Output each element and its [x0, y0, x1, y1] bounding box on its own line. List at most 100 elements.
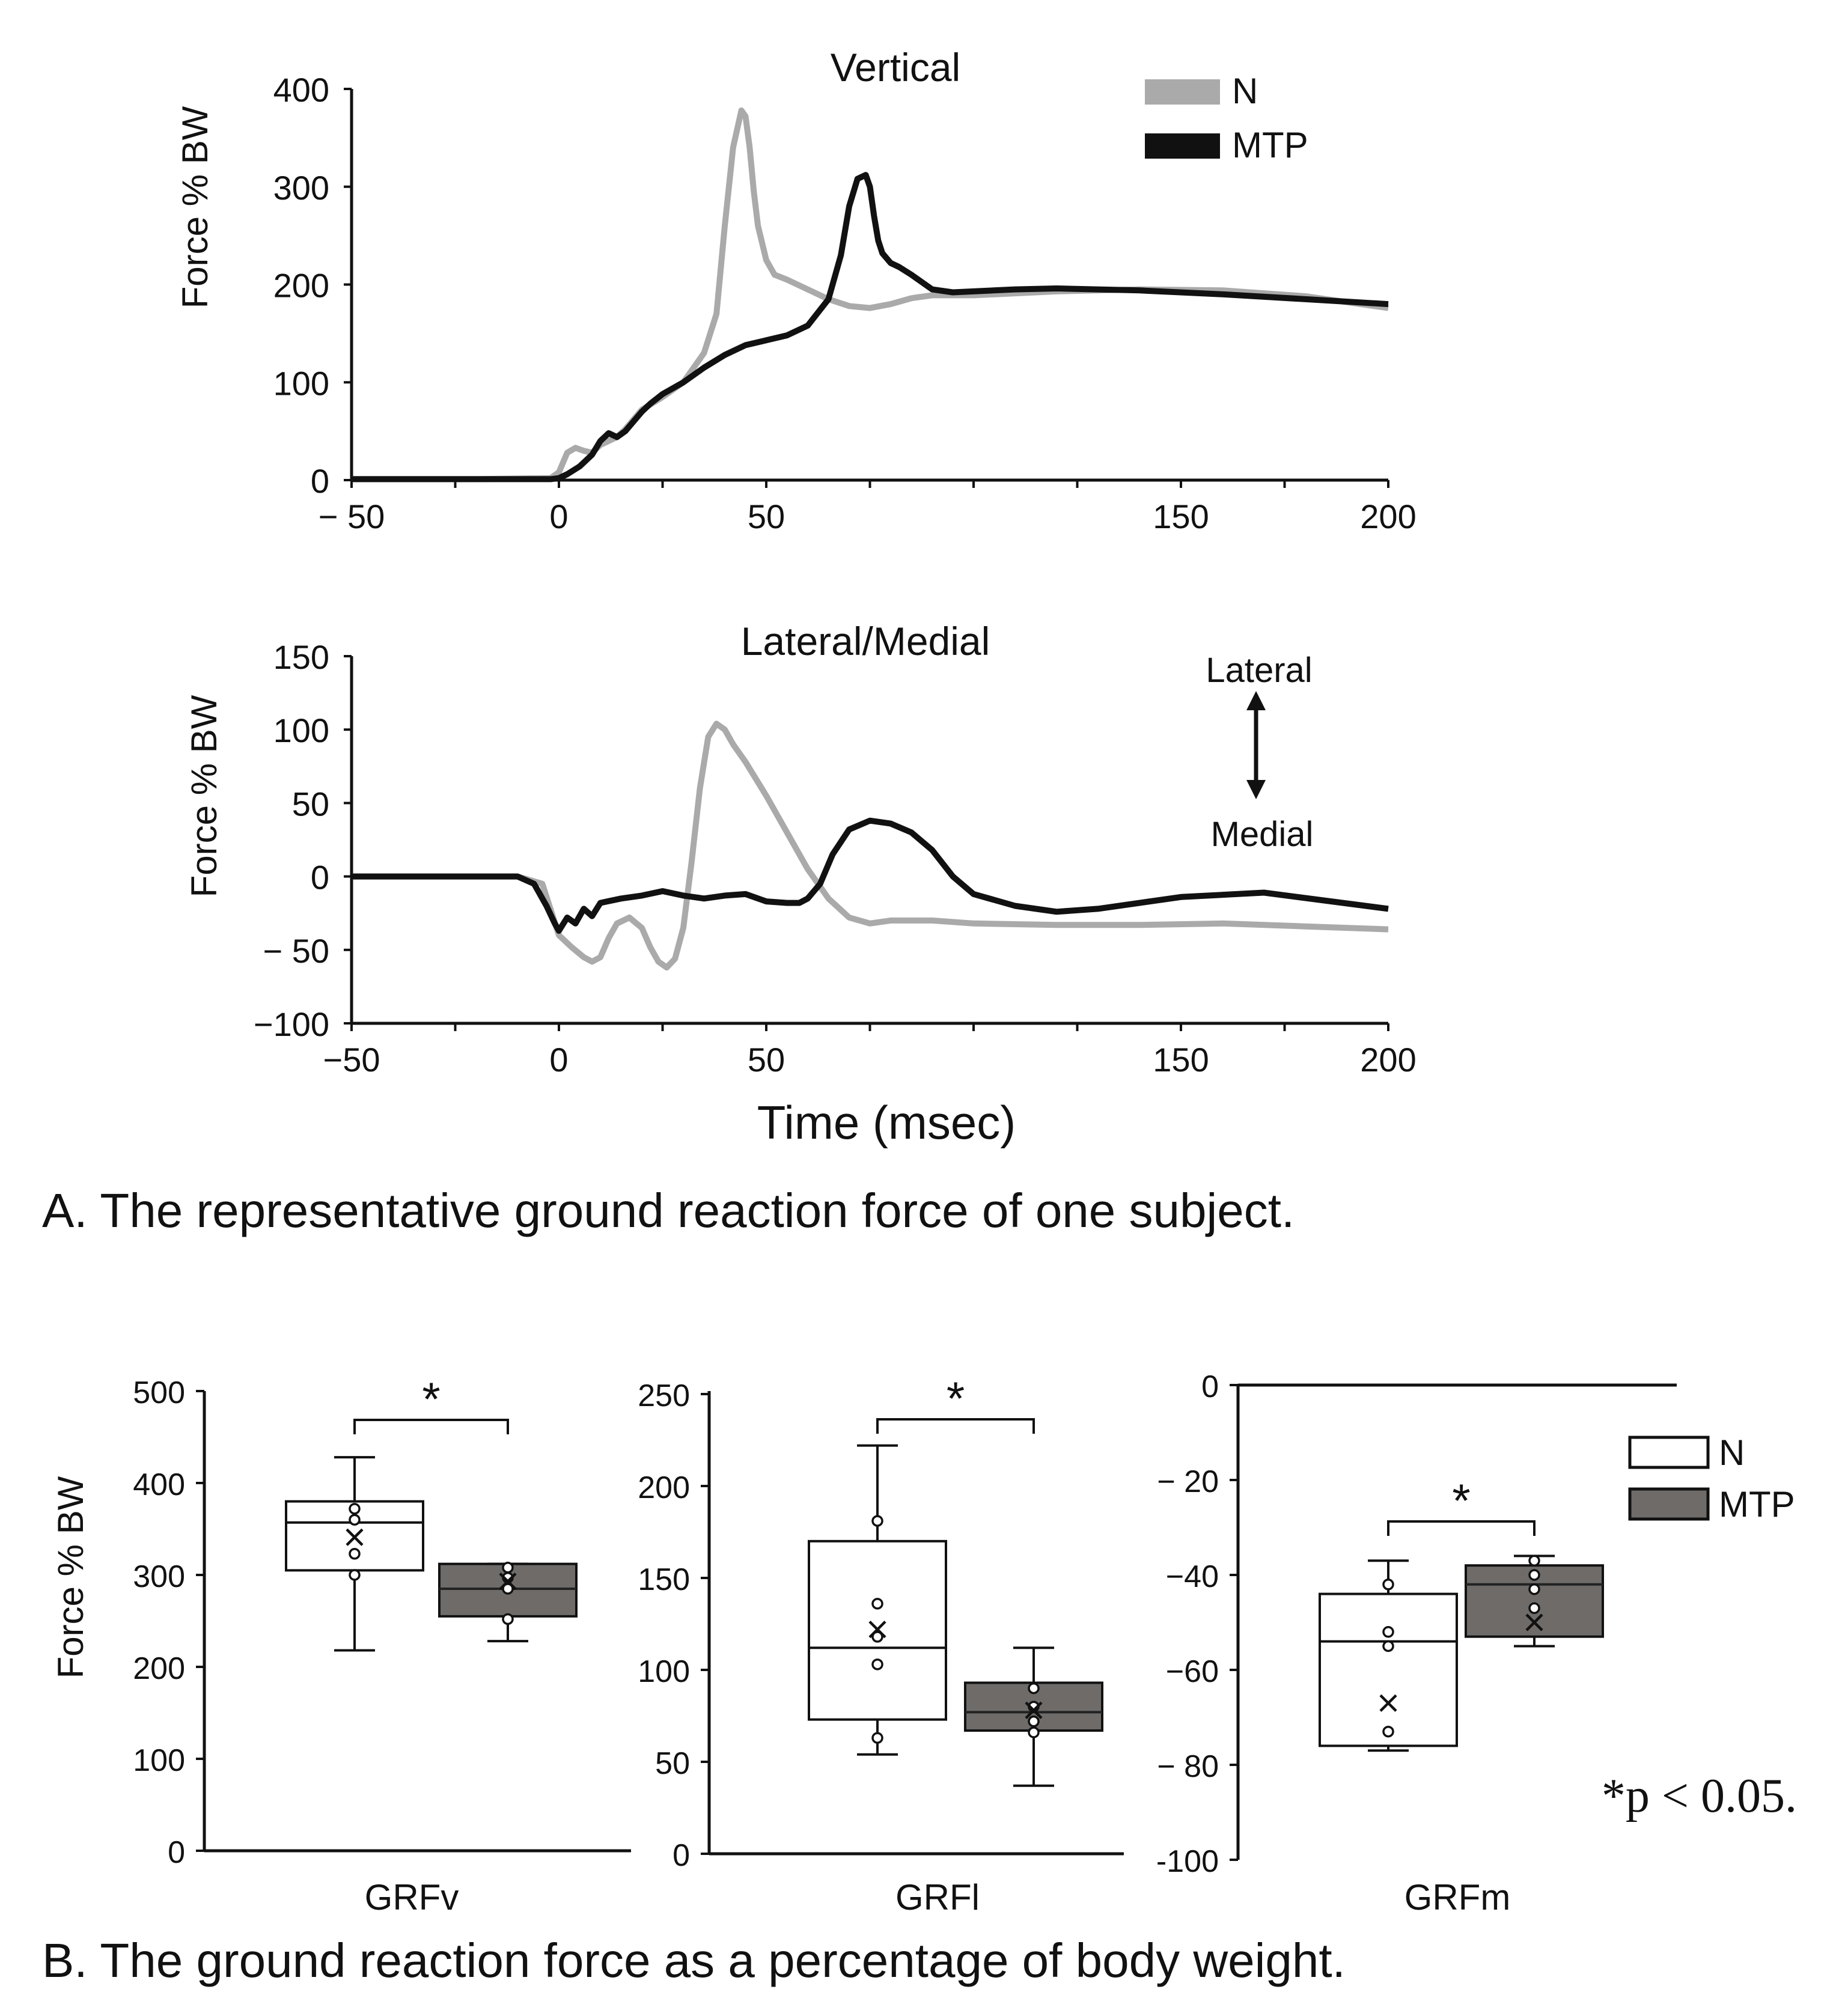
box-legend-mtp-swatch [1628, 1487, 1710, 1521]
grfl-mtp-mean-marker [1025, 1701, 1043, 1719]
legend-mtp-swatch [1145, 133, 1220, 159]
grfv-y-tick-label: 200 [133, 1651, 185, 1686]
vertical-series-mtp-line [352, 172, 1389, 483]
grfv-boxplot: Force % BW 0 100 200 300 400 500 * GRFv [50, 1372, 631, 1917]
legend-mtp-label: MTP [1232, 125, 1308, 165]
box-legend-mtp-label: MTP [1719, 1484, 1795, 1524]
grfv-significance-bracket [353, 1419, 509, 1434]
grfl-y-tick-label: 200 [638, 1470, 690, 1505]
grfl-mtp-point [1028, 1682, 1040, 1695]
grfl-boxes: * [808, 1372, 1103, 1787]
grfl-n-point [871, 1631, 883, 1643]
lateral-medial-series-mtp-line [352, 817, 1389, 934]
x-axis-title: Time (msec) [757, 1096, 1016, 1149]
vertical-y-tick-label: 300 [273, 169, 329, 207]
lateral-medial-x-tick-label: 150 [1153, 1041, 1209, 1079]
lateral-medial-y-tick-label: −100 [254, 1005, 329, 1043]
grfm-y-tick-label: −40 [1166, 1559, 1219, 1594]
vertical-x-ticks: − 50 0 50 150 200 [319, 480, 1417, 535]
grfv-y-tick-label: 400 [133, 1467, 185, 1502]
lateral-medial-series-n-line [352, 720, 1389, 971]
grfl-n-point [871, 1515, 883, 1527]
grfm-y-tick-label: -100 [1156, 1844, 1219, 1879]
lateral-label: Lateral [1206, 651, 1312, 690]
grfl-n-point [871, 1732, 883, 1744]
grfm-n-point [1382, 1579, 1394, 1591]
lateral-medial-x-tick-label: 0 [549, 1041, 568, 1079]
grfm-significance-bracket [1387, 1520, 1536, 1536]
lateral-medial-y-tick-label: − 50 [263, 932, 329, 970]
grfm-mtp-mean-marker [1525, 1613, 1543, 1631]
grfm-mtp-point [1528, 1602, 1540, 1615]
lateral-medial-y-axis-label: Force % BW [184, 695, 224, 897]
grfl-boxplot: 0 50 100 150 200 250 * GRFl [638, 1372, 1124, 1917]
grfv-significance-star: * [422, 1372, 440, 1425]
grfl-y-tick-label: 50 [655, 1746, 690, 1781]
lateral-medial-y-tick-label: 100 [273, 711, 329, 749]
vertical-x-tick-label: 200 [1360, 498, 1416, 535]
grfm-boxplot: -100 − 80 −60 −40 − 20 0 * GRFm [1156, 1369, 1677, 1917]
grfv-n-mean-marker [346, 1528, 364, 1546]
grfv-y-tick-label: 0 [168, 1835, 185, 1870]
lateral-medial-chart-title: Lateral/Medial [741, 619, 990, 663]
legend-n-swatch [1145, 79, 1220, 105]
lateral-medial-y-tick-label: 50 [292, 785, 329, 823]
grfl-y-tick-label: 0 [672, 1838, 690, 1873]
grfv-x-label: GRFv [365, 1877, 459, 1917]
grfv-mtp-point [502, 1562, 514, 1574]
grfm-x-label: GRFm [1404, 1877, 1511, 1917]
grfl-n-point [871, 1598, 883, 1610]
grfm-n-mean-marker [1379, 1694, 1397, 1712]
caption-a: A. The representative ground reaction fo… [42, 1184, 1295, 1237]
grfm-n-point [1382, 1725, 1394, 1738]
lateral-medial-y-tick-label: 0 [311, 859, 329, 897]
grfm-mtp-point [1528, 1555, 1540, 1567]
vertical-x-tick-label: − 50 [319, 498, 385, 535]
grfv-n-point [349, 1503, 361, 1515]
legend-n-label: N [1232, 71, 1258, 111]
vertical-x-tick-label: 50 [748, 498, 785, 535]
medial-label: Medial [1211, 815, 1314, 854]
grfm-n-point [1382, 1640, 1394, 1652]
vertical-y-tick-label: 0 [311, 462, 329, 500]
vertical-y-tick-label: 400 [273, 71, 329, 109]
grfm-y-tick-label: − 80 [1157, 1749, 1219, 1784]
vertical-y-ticks: 0 100 200 300 400 [273, 71, 352, 500]
vertical-y-tick-label: 100 [273, 364, 329, 402]
grfl-n-point [871, 1658, 883, 1670]
grfv-mtp-point [502, 1583, 514, 1595]
grfl-x-label: GRFl [895, 1877, 980, 1917]
grfv-mtp-mean-marker [499, 1573, 517, 1591]
box-legend-n-swatch [1628, 1436, 1710, 1469]
grfl-mtp-point [1028, 1726, 1040, 1738]
grfv-y-axis-label: Force % BW [50, 1476, 91, 1678]
grfv-y-tick-label: 100 [133, 1743, 185, 1778]
significance-note: *p < 0.05. [1602, 1770, 1797, 1823]
grfm-y-ticks: -100 − 80 −60 −40 − 20 0 [1156, 1369, 1238, 1879]
vertical-x-tick-label: 150 [1153, 498, 1209, 535]
lateral-medial-chart: Lateral/Medial Force % BW −100 − 50 0 50 100… [184, 619, 1417, 1149]
grfm-y-tick-label: 0 [1201, 1369, 1219, 1404]
grfm-significance-star: * [1452, 1474, 1470, 1527]
lateral-medial-y-tick-label: 150 [273, 638, 329, 676]
lateral-medial-x-ticks: −50 0 50 150 200 [323, 1023, 1417, 1079]
grfl-y-tick-label: 150 [638, 1562, 690, 1597]
lateral-medial-x-tick-label: 50 [748, 1041, 785, 1079]
grfv-n-point [349, 1569, 361, 1581]
grfm-n-box [1319, 1592, 1458, 1747]
grfm-n-point [1382, 1626, 1394, 1638]
direction-arrow-down-icon [1246, 780, 1266, 799]
grfl-y-tick-label: 250 [638, 1378, 690, 1413]
vertical-y-axis-label: Force % BW [175, 106, 215, 308]
box-legend-n-label: N [1719, 1433, 1745, 1473]
grfv-n-point [349, 1514, 361, 1526]
grfv-n-point [349, 1548, 361, 1560]
vertical-chart-title: Vertical [831, 45, 960, 90]
grfm-y-tick-label: − 20 [1157, 1464, 1219, 1499]
grfl-mtp-point [1028, 1715, 1040, 1728]
grfm-mtp-point [1528, 1569, 1540, 1581]
grfm-boxes: * [1319, 1474, 1604, 1752]
grfm-mtp-point [1528, 1583, 1540, 1595]
vertical-x-tick-label: 0 [549, 498, 568, 535]
